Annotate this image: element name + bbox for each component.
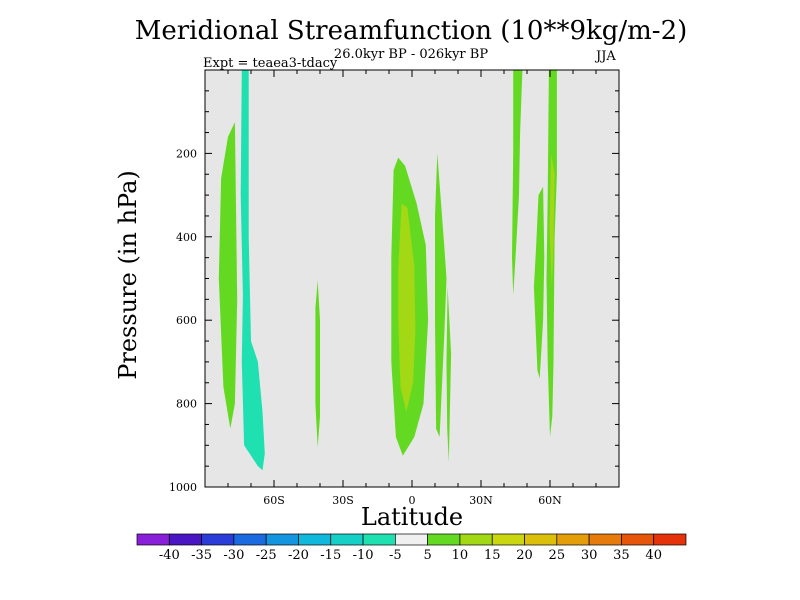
x-tick-label: 60N <box>538 494 562 507</box>
axes: 60S 30S 0 30N 60N 200 400 600 800 1000 <box>169 69 620 507</box>
x-tick-label: 60S <box>263 494 285 507</box>
plot-area <box>205 70 619 487</box>
colorbar-swatch <box>621 533 655 546</box>
chart-title: Meridional Streamfunction (10**9kg/m-2) <box>134 16 688 46</box>
colorbar-swatch <box>427 533 461 546</box>
season-label: JJA <box>596 49 616 64</box>
x-tick-label: 30N <box>469 494 493 507</box>
y-tick-label: 600 <box>176 314 197 327</box>
colorbar-swatch <box>362 533 396 546</box>
colorbar-swatch <box>524 533 558 546</box>
colorbar-swatch <box>556 533 590 546</box>
contour-nh-mid-lat-positive <box>512 70 523 296</box>
contour-nh-high-lat-positive-core <box>549 153 555 287</box>
colorbar-swatch <box>330 533 364 546</box>
y-tick-label: 400 <box>176 231 197 244</box>
colorbar-label: 25 <box>549 548 566 563</box>
colorbar-label: -25 <box>256 548 277 563</box>
colorbar-swatch <box>653 533 687 546</box>
colorbar-swatch <box>395 533 428 546</box>
experiment-label: Expt = teaea3-tdacy <box>203 56 338 71</box>
colorbar-label: -5 <box>389 548 402 563</box>
contour-equatorial-positive-core <box>398 203 416 412</box>
colorbar-swatch <box>136 533 170 546</box>
colorbar-label: -20 <box>288 548 309 563</box>
colorbar-swatch <box>168 533 202 546</box>
contour-sh-high-lat-negative <box>240 70 265 471</box>
colorbar-label: 5 <box>424 548 432 563</box>
y-tick-label: 1000 <box>169 481 197 494</box>
colorbar-label: 40 <box>645 548 662 563</box>
colorbar-label: 15 <box>484 548 501 563</box>
colorbar-label: -30 <box>223 548 244 563</box>
contour-nh-subtropic-positive-2 <box>446 286 452 462</box>
colorbar-swatch <box>233 533 267 546</box>
colorbar: -40 -35 -30 -25 -20 -15 -10 -5 5 10 15 20 25 30 35 40 <box>136 533 687 563</box>
y-tick-label: 800 <box>176 398 197 411</box>
colorbar-swatch <box>491 533 525 546</box>
colorbar-label: 20 <box>516 548 533 563</box>
contour-sh-high-lat-positive-west <box>218 122 238 429</box>
colorbar-label: -35 <box>191 548 212 563</box>
contour-sh-mid-lat-positive <box>315 280 320 448</box>
colorbar-swatch <box>298 533 332 546</box>
colorbar-label: -10 <box>353 548 374 563</box>
colorbar-label: 35 <box>613 548 630 563</box>
colorbar-label: 30 <box>581 548 598 563</box>
colorbar-swatch <box>588 533 622 546</box>
colorbar-label: -15 <box>320 548 341 563</box>
x-axis-label: Latitude <box>360 503 464 531</box>
x-tick-label: 0 <box>409 494 416 507</box>
colorbar-swatch <box>265 533 299 546</box>
chart-subtitle: 26.0kyr BP - 026kyr BP <box>333 47 489 62</box>
colorbar-label: -40 <box>159 548 180 563</box>
contour-nh-high-lat-positive-a <box>533 186 545 379</box>
y-tick-label: 200 <box>176 147 197 160</box>
x-tick-label: 30S <box>332 494 354 507</box>
colorbar-swatch <box>459 533 493 546</box>
colorbar-swatch <box>201 533 235 546</box>
colorbar-label: 10 <box>452 548 469 563</box>
contour-nh-subtropic-positive <box>435 153 447 437</box>
